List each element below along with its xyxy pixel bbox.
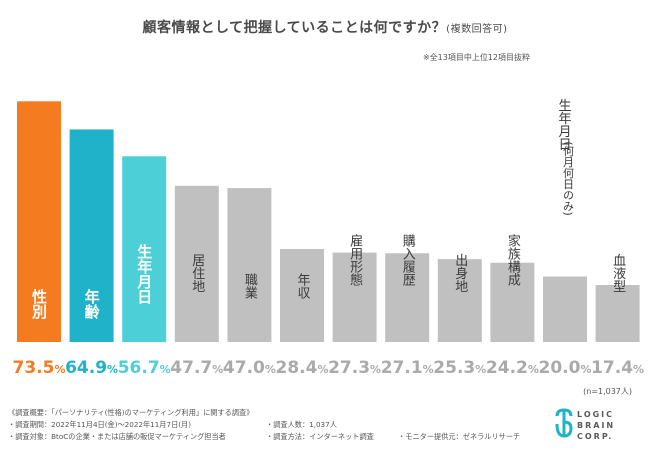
bar-12 [595, 285, 640, 342]
category-label-11-sub: (何月何日のみ) [562, 141, 575, 216]
category-label-10: 家族構成 [505, 233, 521, 287]
bar-7 [332, 252, 377, 342]
logo-line-2: BRAIN [577, 421, 616, 430]
chart-title-suffix: (複数回答可) [446, 24, 508, 35]
bar-2 [69, 129, 114, 342]
bar-6 [280, 248, 324, 342]
survey-respondents: ・調査人数：1,037人 [266, 420, 337, 429]
logo-line-3: CORP. [577, 432, 614, 441]
category-label-4: 居住地 [189, 254, 205, 293]
survey-period: ・調査期間：2022年11月4日(金)〜2022年11月7日(月) [8, 420, 192, 429]
category-label-11: 生年月日 [556, 99, 572, 151]
category-label-3: 生年月日 [135, 243, 153, 305]
logo-mark-icon [555, 408, 573, 438]
category-label-7: 雇用形態 [347, 233, 363, 286]
survey-title: 《調査概要：「パーソナリティ(性格)のマーケティング利用」に関する調査》 [8, 408, 254, 417]
chart-title: 顧客情報として把握していることは何ですか？(複数回答可) [0, 17, 650, 37]
category-label-2: 年齢 [83, 288, 101, 320]
category-label-8: 購入履歴 [400, 234, 416, 287]
sample-size-note: (n=1,037人) [583, 387, 632, 396]
category-label-5: 職業 [242, 273, 258, 299]
value-label-9: 25.3% [433, 358, 486, 378]
value-label-11: 20.0% [539, 358, 592, 378]
chart-note: ※全13項目中上位12項目抜粋 [422, 53, 530, 62]
category-label-12: 血液型 [610, 254, 626, 293]
category-label-9: 出身地 [452, 254, 468, 293]
bar-3 [122, 156, 167, 342]
value-label-4: 47.7% [170, 358, 223, 378]
bar-10 [490, 262, 535, 342]
value-label-8: 27.1% [381, 358, 434, 378]
value-label-10: 24.2% [486, 358, 539, 378]
survey-provider: ・モニター提供元：ゼネラルリサーチ [398, 432, 521, 441]
bar-8 [385, 253, 430, 342]
bar-5 [227, 188, 272, 342]
company-logo: LOGIC BRAIN CORP. [553, 406, 649, 446]
bar-4 [174, 185, 219, 342]
bar-1 [17, 101, 61, 342]
value-label-1: 73.5% [13, 358, 66, 378]
survey-method: ・調査方法：インターネット調査 [266, 432, 374, 441]
bar-9 [437, 259, 482, 342]
value-label-3: 56.7% [118, 358, 171, 378]
value-label-12: 17.4% [591, 358, 644, 378]
value-label-5: 47.0% [223, 358, 276, 378]
value-label-2: 64.9% [65, 358, 118, 378]
survey-target: ・調査対象：BtoCの企業・または店舗の販促マーケティング担当者 [8, 432, 226, 441]
bar-chart: 性別 73.5% 年齢 64.9% 生年月日 56.7% 居住地 47.7% 職業 47.0% 年収… [13, 99, 645, 379]
category-label-6: 年収 [295, 273, 311, 299]
bar-11 [543, 276, 587, 342]
value-label-6: 28.4% [276, 358, 329, 378]
value-label-7: 27.3% [328, 358, 381, 378]
logo-line-1: LOGIC [577, 410, 615, 419]
category-label-1: 性別 [30, 288, 48, 320]
chart-title-main: 顧客情報として把握していることは何ですか？ [142, 20, 447, 36]
